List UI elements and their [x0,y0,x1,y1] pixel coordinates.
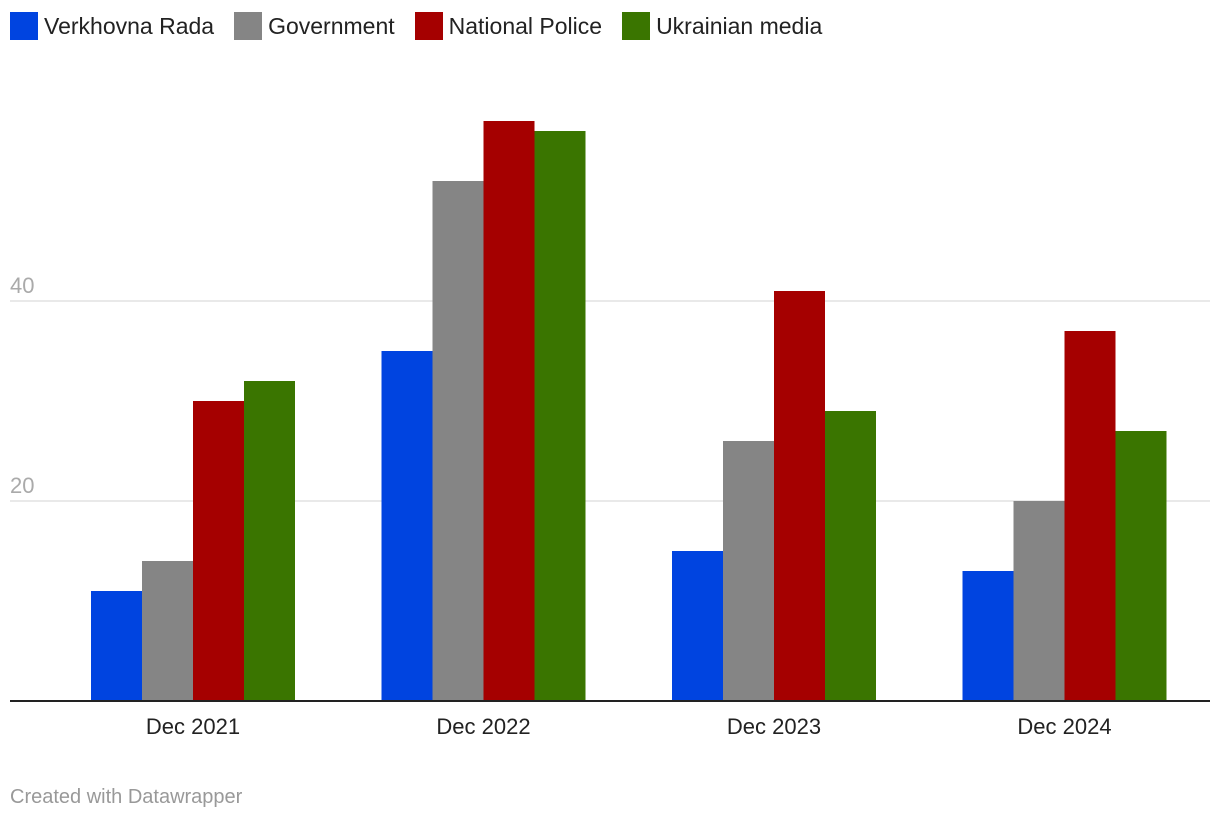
footer-credit: Created with Datawrapper [10,786,243,808]
x-tick-label: Dec 2022 [436,714,530,739]
bar [672,551,723,701]
bar [432,181,484,701]
x-tick-label: Dec 2024 [1017,714,1111,739]
legend-swatch [10,12,38,40]
legend-label: National Police [448,12,603,39]
x-tick-label: Dec 2021 [146,714,240,739]
x-tick-label: Dec 2023 [727,714,821,739]
legend-label: Government [268,12,395,39]
legend-item-verkhovna-rada: Verkhovna Rada [10,12,214,40]
legend-swatch [234,12,263,40]
bar-chart: 20 40 Dec 2021 Dec 2022 Dec 2023 Dec 2024 [10,121,1210,739]
bar [244,381,295,701]
y-tick-label: 20 [10,473,34,498]
legend-item-national-police: National Police [414,12,603,40]
bar [962,571,1014,701]
legend: Verkhovna Rada Government National Polic… [10,12,822,40]
bar [534,131,586,701]
legend-item-government: Government [234,12,395,40]
legend-label: Ukrainian media [656,12,823,39]
legend-label: Verkhovna Rada [44,12,215,39]
bar [142,561,193,701]
bar [1013,501,1065,701]
bar [193,401,244,701]
y-tick-label: 40 [10,273,34,298]
legend-swatch [414,12,443,40]
bar [381,351,433,701]
bar [723,441,774,701]
bar [825,411,876,701]
bar [774,291,825,701]
legend-swatch [622,12,651,40]
bar [91,591,142,701]
legend-item-ukrainian-media: Ukrainian media [622,12,822,40]
bar [483,121,535,701]
bar [1064,331,1116,701]
bar [1115,431,1167,701]
